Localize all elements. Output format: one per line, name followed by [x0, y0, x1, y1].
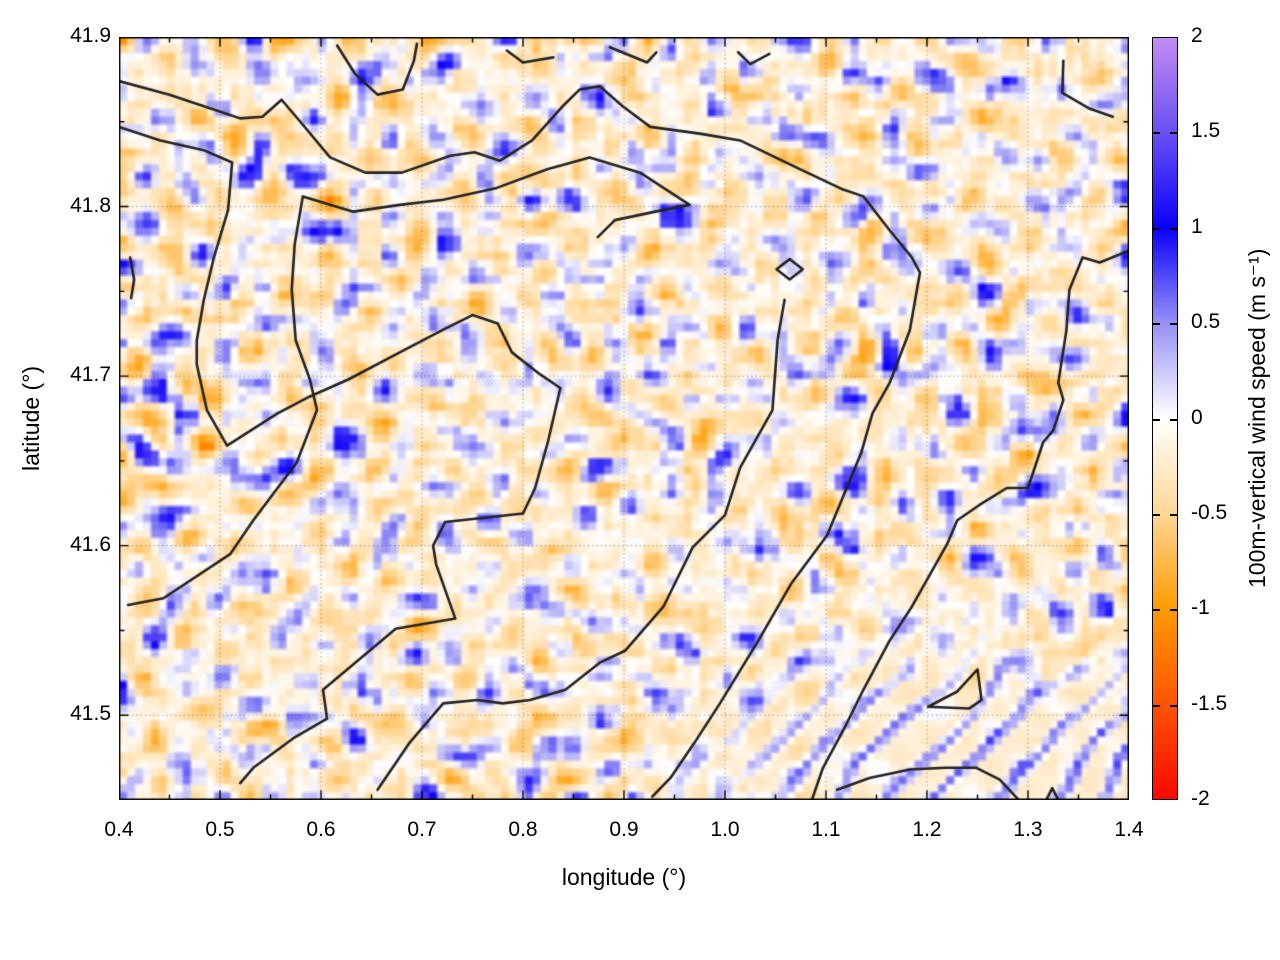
colorbar-tick-mark — [1170, 609, 1177, 612]
x-tick-label: 0.7 — [407, 818, 437, 841]
x-tick-label: 1.3 — [1013, 818, 1043, 841]
colorbar-tick-mark — [1170, 227, 1177, 230]
x-tick-label: 0.8 — [508, 818, 538, 841]
colorbar-tick-mark — [1153, 513, 1160, 516]
y-tick-label: 41.7 — [70, 363, 111, 387]
y-tick-label: 41.8 — [70, 193, 111, 217]
x-tick-label: 0.4 — [104, 818, 134, 841]
colorbar-tick-label: 1 — [1191, 214, 1203, 238]
colorbar-tick-label: 1.5 — [1191, 119, 1221, 143]
y-tick-label: 41.6 — [70, 532, 111, 556]
colorbar-tick-mark — [1170, 132, 1177, 135]
y-tick-label: 41.9 — [70, 24, 111, 47]
x-tick-label: 1.0 — [710, 818, 740, 841]
colorbar-tick-label: -1.5 — [1191, 691, 1228, 715]
x-tick-label: 1.2 — [912, 818, 942, 841]
colorbar-title: 100m-vertical wind speed (m s⁻¹) — [1244, 248, 1270, 589]
x-tick-label: 0.9 — [609, 818, 639, 841]
colorbar-tick-mark — [1153, 704, 1160, 707]
colorbar-tick-mark — [1170, 418, 1177, 421]
colorbar — [1152, 37, 1178, 800]
colorbar-tick-mark — [1153, 227, 1160, 230]
colorbar-tick-mark — [1153, 609, 1160, 612]
x-tick-label: 1.4 — [1114, 818, 1144, 841]
colorbar-tick-label: -2 — [1191, 787, 1210, 810]
colorbar-tick-mark — [1170, 323, 1177, 326]
x-tick-label: 1.1 — [811, 818, 841, 841]
x-tick-label: 0.5 — [205, 818, 235, 841]
colorbar-tick-label: -1 — [1191, 596, 1210, 620]
colorbar-tick-mark — [1170, 513, 1177, 516]
x-axis-title: longitude (°) — [561, 864, 687, 890]
colorbar-tick-label: 0.5 — [1191, 310, 1221, 334]
y-axis-title: latitude (°) — [18, 365, 44, 472]
y-tick-label: 41.5 — [70, 702, 111, 726]
colorbar-tick-mark — [1153, 323, 1160, 326]
colorbar-tick-label: 0 — [1191, 405, 1203, 429]
colorbar-tick-mark — [1170, 704, 1177, 707]
heatmap-canvas — [119, 37, 1129, 800]
x-tick-label: 0.6 — [306, 818, 336, 841]
colorbar-tick-mark — [1153, 418, 1160, 421]
colorbar-tick-mark — [1153, 132, 1160, 135]
colorbar-tick-label: -0.5 — [1191, 500, 1228, 524]
colorbar-tick-label: 2 — [1191, 24, 1203, 47]
